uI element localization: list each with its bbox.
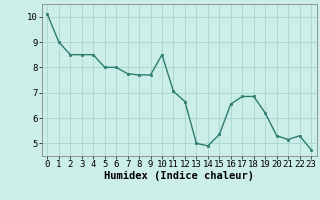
X-axis label: Humidex (Indice chaleur): Humidex (Indice chaleur) (104, 171, 254, 181)
